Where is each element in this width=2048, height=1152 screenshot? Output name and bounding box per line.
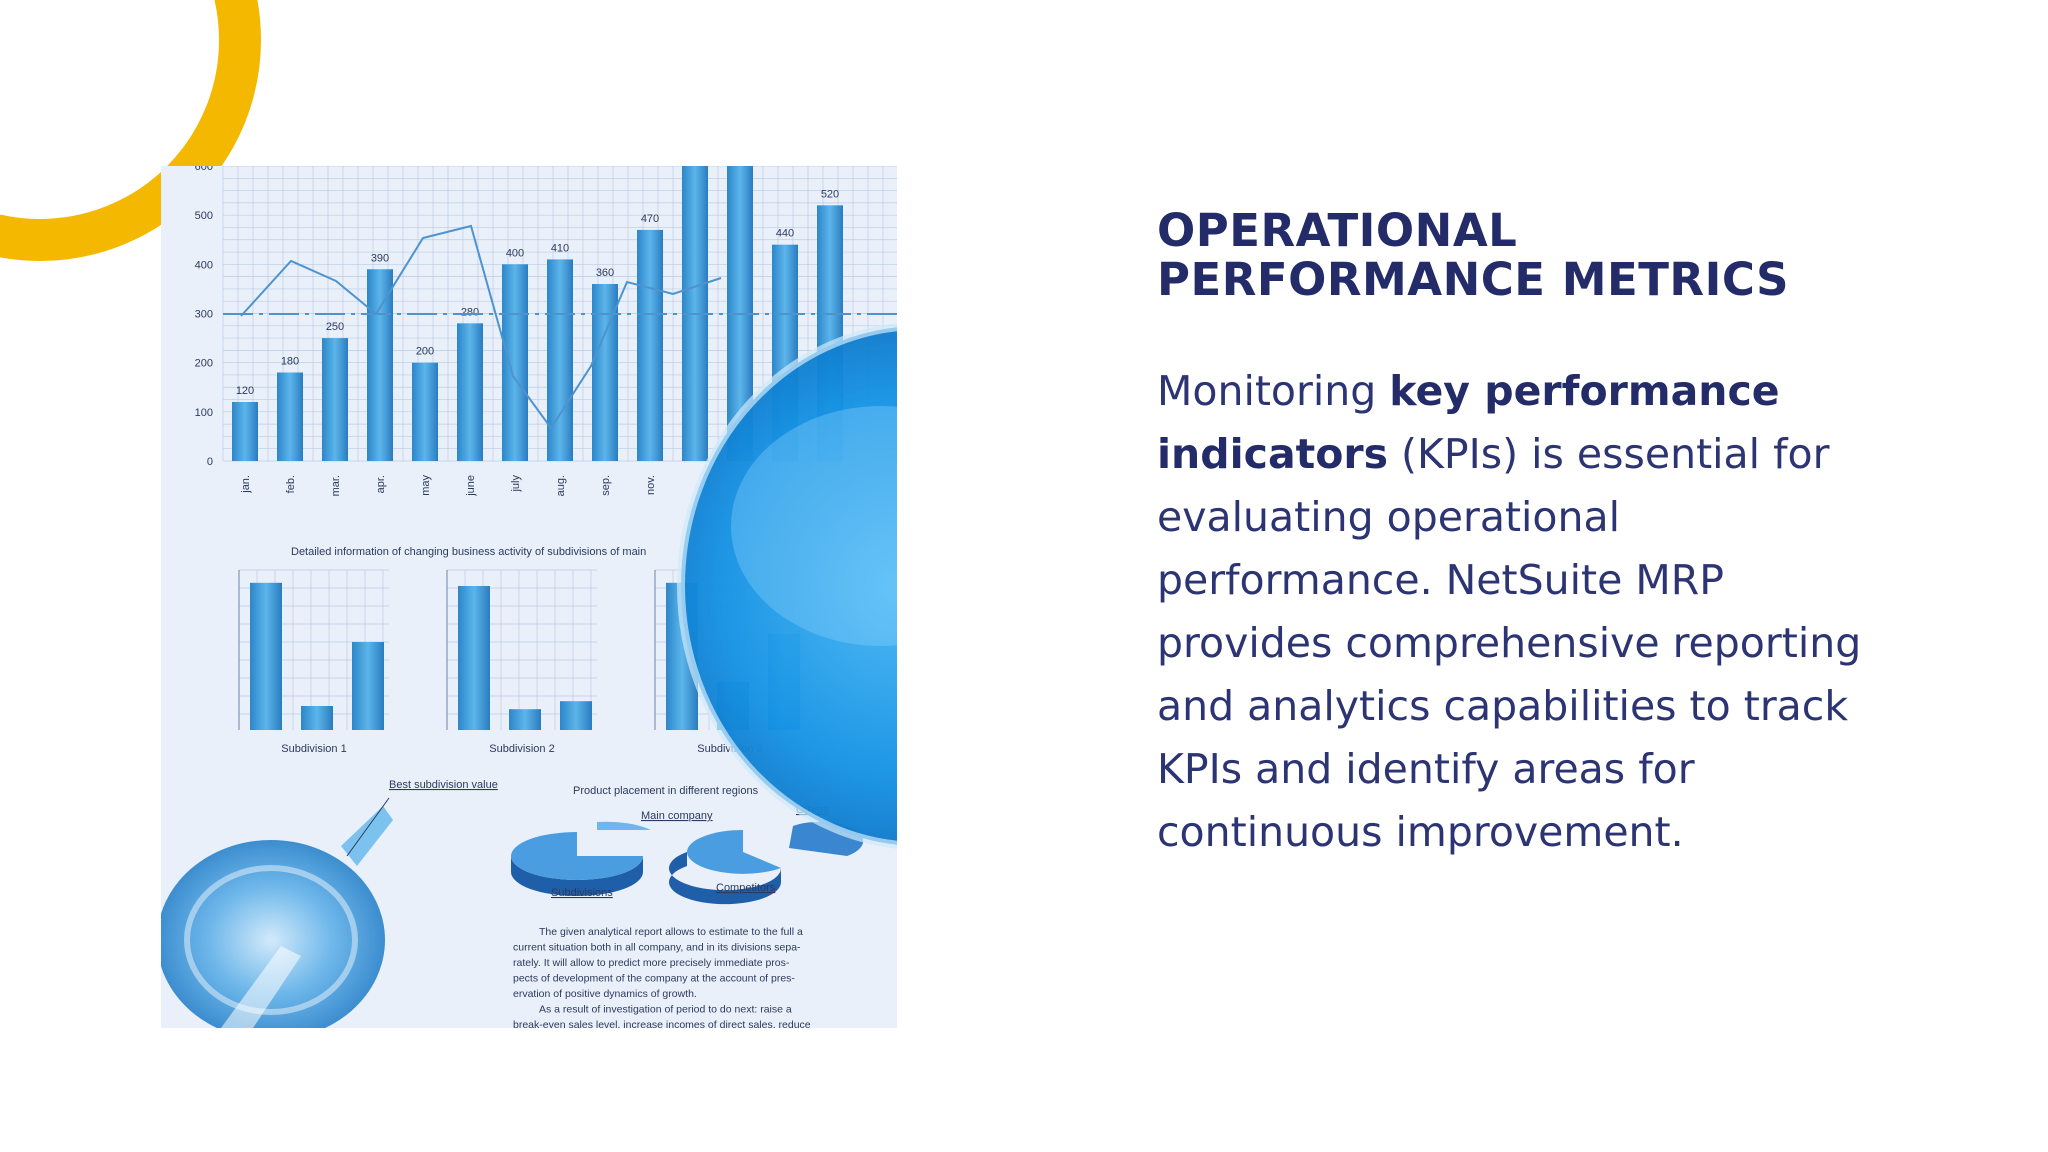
paragraph-line: ervation of positive dynamics of growth. <box>513 988 697 1000</box>
bar-value-label: 520 <box>821 188 839 200</box>
bar-value-label: 400 <box>506 247 524 259</box>
paragraph-line: pects of development of the company at t… <box>513 973 795 985</box>
bar-value-label: 250 <box>326 321 344 333</box>
sub-chart-heading: Detailed information of changing busines… <box>291 546 646 558</box>
beaker-image <box>161 806 393 1028</box>
body-text-part1: Monitoring <box>1157 367 1390 415</box>
month-label: aug. <box>555 475 567 496</box>
y-tick-label: 500 <box>195 210 213 222</box>
bar <box>412 362 438 461</box>
bar <box>322 338 348 461</box>
bar-value-label: 410 <box>551 242 569 254</box>
main-company-label: Main company <box>641 810 713 822</box>
month-label: feb. <box>285 475 297 493</box>
slide-body: Monitoring key performance indicators (K… <box>1157 360 1877 864</box>
bar-value-label: 180 <box>281 356 299 368</box>
bar-value-label: 280 <box>461 306 479 318</box>
glass-sphere <box>677 323 897 849</box>
bar-value-label: 470 <box>641 213 659 225</box>
paragraph-line: break-even sales level, increase incomes… <box>513 1019 811 1028</box>
month-label: mar. <box>330 475 342 496</box>
subdivision-bar <box>509 709 541 730</box>
bar <box>457 323 483 461</box>
best-value-annotation: Best subdivision value <box>389 779 498 791</box>
y-tick-label: 600 <box>195 166 213 173</box>
y-tick-label: 100 <box>195 407 213 419</box>
report-illustration: 0 100 200 300 400 500 600 120 jan. 180 feb. 250 mar.… <box>161 166 897 1028</box>
body-text-part2: (KPIs) is essential for evaluating opera… <box>1157 430 1862 856</box>
subdivision-label: Subdivision 1 <box>281 743 346 755</box>
bar <box>367 269 393 461</box>
y-tick-label: 200 <box>195 358 213 370</box>
monthly-bar-chart: 0 100 200 300 400 500 600 120 jan. 180 feb. 250 mar.… <box>195 166 897 497</box>
bar-value-label: 360 <box>596 267 614 279</box>
analytics-photo: 0 100 200 300 400 500 600 120 jan. 180 feb. 250 mar.… <box>161 166 897 1028</box>
slide-title: OPERATIONAL PERFORMANCE METRICS <box>1157 204 1790 306</box>
y-tick-label: 0 <box>207 456 213 468</box>
trend-line <box>240 224 722 430</box>
bar-value-label: 200 <box>416 346 434 358</box>
month-label: july <box>510 475 522 493</box>
paragraph-line: The given analytical report allows to es… <box>539 926 803 938</box>
placement-heading: Product placement in different regions <box>573 785 759 797</box>
subdivision-bar <box>560 701 592 730</box>
bar-value-label: 440 <box>776 228 794 240</box>
decorative-arc <box>0 0 261 261</box>
month-label: nov. <box>645 475 657 495</box>
bar <box>502 264 528 461</box>
paragraph-line: rately. It will allow to predict more pr… <box>513 957 790 969</box>
month-label: may <box>420 475 432 496</box>
bar <box>232 402 258 461</box>
month-label: june <box>465 475 477 497</box>
subdivision-chart: Subdivision 1 <box>238 569 389 755</box>
bar <box>637 229 663 461</box>
bar <box>547 259 573 461</box>
body-text-bold: key performance indicators <box>1157 367 1780 478</box>
month-label: jan. <box>240 475 252 494</box>
subdivisions-label: Subdivisions <box>551 887 613 899</box>
y-tick-label: 300 <box>195 309 213 321</box>
y-tick-label: 400 <box>195 259 213 271</box>
subdivision-chart: Subdivision 2 <box>446 569 597 755</box>
paragraph-line: As a result of investigation of period t… <box>539 1004 792 1016</box>
bar-value-label: 390 <box>371 252 389 264</box>
subdivision-bar <box>301 706 333 730</box>
subdivision-bar <box>458 586 490 730</box>
bar <box>277 372 303 461</box>
month-label: apr. <box>375 475 387 493</box>
month-label: sep. <box>600 475 612 496</box>
subdivision-label: Subdivision 2 <box>489 743 554 755</box>
bar-value-label: 120 <box>236 385 254 397</box>
subdivision-bar <box>250 582 282 730</box>
subdivision-bar <box>352 642 384 730</box>
paragraph-line: current situation both in all company, a… <box>513 942 801 954</box>
report-paragraph: The given analytical report allows to es… <box>513 926 811 1028</box>
competitors-label: Competitors <box>716 882 776 894</box>
pie-charts <box>511 821 864 905</box>
